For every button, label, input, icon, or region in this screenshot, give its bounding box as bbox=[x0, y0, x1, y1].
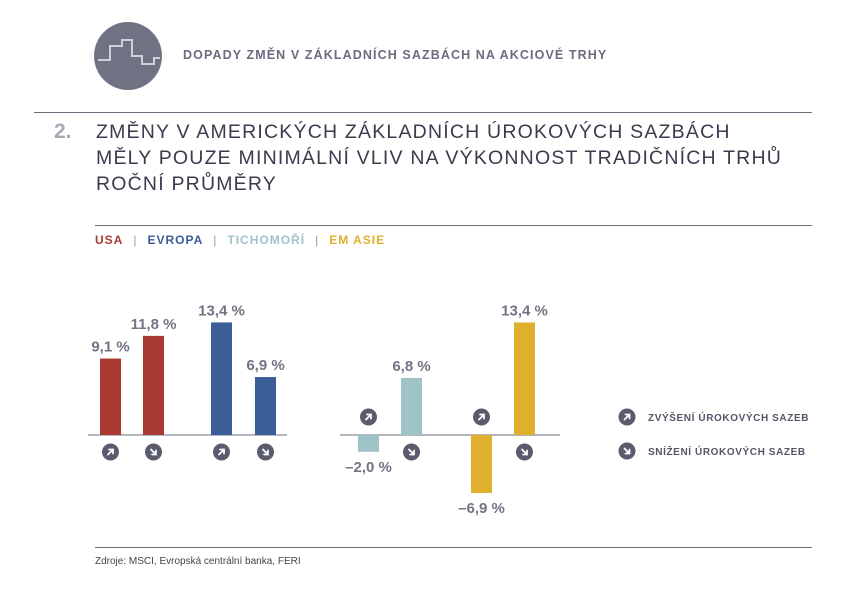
data-label: 6,8 % bbox=[392, 358, 430, 375]
arrow-up-right-icon bbox=[213, 443, 230, 461]
data-label: 9,1 % bbox=[91, 339, 129, 356]
legend-arrow-label: SNÍŽENÍ ÚROKOVÝCH SAZEB bbox=[648, 445, 806, 458]
bar-em asie-decrease bbox=[514, 322, 535, 435]
data-label: 6,9 % bbox=[246, 357, 284, 374]
figure-subtitle: ROČNÍ PRŮMĚRY bbox=[96, 173, 278, 195]
bottom-divider bbox=[95, 547, 812, 548]
logo-badge bbox=[94, 22, 162, 90]
legend-tichomori: TICHOMOŘÍ bbox=[227, 233, 306, 247]
arrow-up-right-icon bbox=[473, 408, 490, 426]
legend-em-asie: EM ASIE bbox=[329, 233, 386, 247]
bar-tichomoří-increase bbox=[358, 435, 379, 452]
arrow-up-right-icon bbox=[618, 408, 636, 426]
figure-title-line-1: ZMĚNY V AMERICKÝCH ZÁKLADNÍCH ÚROKOVÝCH … bbox=[96, 121, 731, 143]
data-label: 13,4 % bbox=[501, 302, 548, 319]
arrow-up-right-icon bbox=[360, 408, 377, 426]
arrow-down-right-icon bbox=[145, 443, 162, 461]
legend-arrow-label: ZVÝŠENÍ ÚROKOVÝCH SAZEB bbox=[648, 411, 809, 424]
bar-evropa-decrease bbox=[255, 377, 276, 435]
arrow-up-right-icon bbox=[102, 443, 119, 461]
arrow-down-right-icon bbox=[403, 443, 420, 461]
source-note: Zdroje: MSCI, Evropská centrální banka, … bbox=[95, 556, 301, 567]
bar-tichomoří-decrease bbox=[401, 377, 422, 435]
figure-title-line-2: MĚLY POUZE MINIMÁLNÍ VLIV NA VÝKONNOST T… bbox=[96, 147, 783, 169]
arrow-down-right-icon bbox=[516, 443, 533, 461]
arrow-down-right-icon bbox=[257, 443, 274, 461]
bar-usa-decrease bbox=[143, 335, 164, 435]
bar-usa-increase bbox=[100, 358, 121, 435]
arrow-down-right-icon bbox=[618, 442, 636, 460]
figure-number: 2. bbox=[54, 120, 72, 143]
data-label: 11,8 % bbox=[131, 316, 177, 333]
legend-separator: | bbox=[315, 233, 320, 247]
legend-usa: USA bbox=[95, 233, 124, 247]
data-label: 13,4 % bbox=[198, 302, 245, 319]
legend-separator: | bbox=[133, 233, 138, 247]
bar-em asie-increase bbox=[471, 435, 492, 493]
legend-divider bbox=[95, 225, 812, 226]
bar-evropa-increase bbox=[211, 322, 232, 435]
data-label: –6,9 % bbox=[458, 500, 505, 517]
region-legend: USA | EVROPA | TICHOMOŘÍ | EM ASIE bbox=[95, 233, 385, 247]
data-label: –2,0 % bbox=[345, 459, 392, 476]
legend-evropa: EVROPA bbox=[147, 233, 204, 247]
steps-chart-icon bbox=[98, 39, 160, 65]
header-title: DOPADY ZMĚN V ZÁKLADNÍCH SAZBÁCH NA AKCI… bbox=[183, 48, 608, 62]
legend-separator: | bbox=[213, 233, 218, 247]
top-divider bbox=[34, 112, 812, 113]
